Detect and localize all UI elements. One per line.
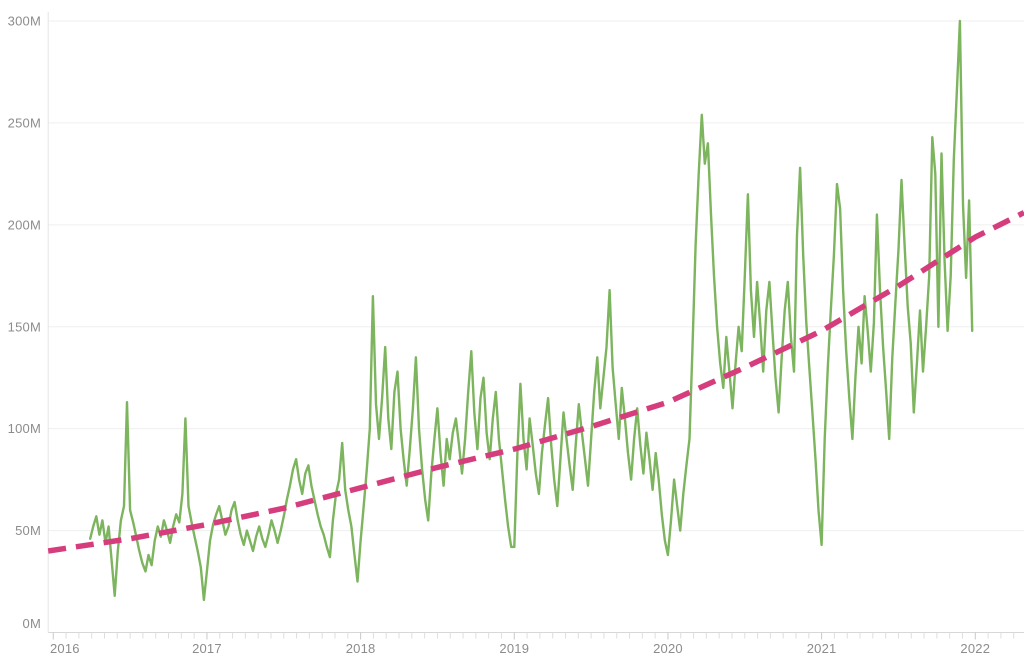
y-axis-tick-label: 0M — [23, 616, 41, 631]
trend-line — [47, 210, 1024, 554]
x-axis-tick-label: 2019 — [499, 641, 529, 656]
x-axis-tick-label: 2017 — [192, 641, 222, 656]
y-axis-tick-label: 150M — [8, 319, 41, 334]
x-axis-tick-label: 2016 — [50, 641, 80, 656]
y-axis-tick-label: 100M — [8, 421, 41, 436]
daily-series-line — [88, 19, 974, 602]
y-axis-tick-label: 50M — [15, 523, 41, 538]
x-axis-tick-label: 2022 — [960, 641, 990, 656]
x-axis-tick-label: 2020 — [653, 641, 683, 656]
y-axis-tick-label: 250M — [8, 115, 41, 130]
x-axis-tick-label: 2018 — [346, 641, 376, 656]
x-axis-tick-label: 2021 — [807, 641, 837, 656]
y-axis-tick-label: 200M — [8, 217, 41, 232]
y-axis-tick-label: 300M — [8, 14, 41, 29]
